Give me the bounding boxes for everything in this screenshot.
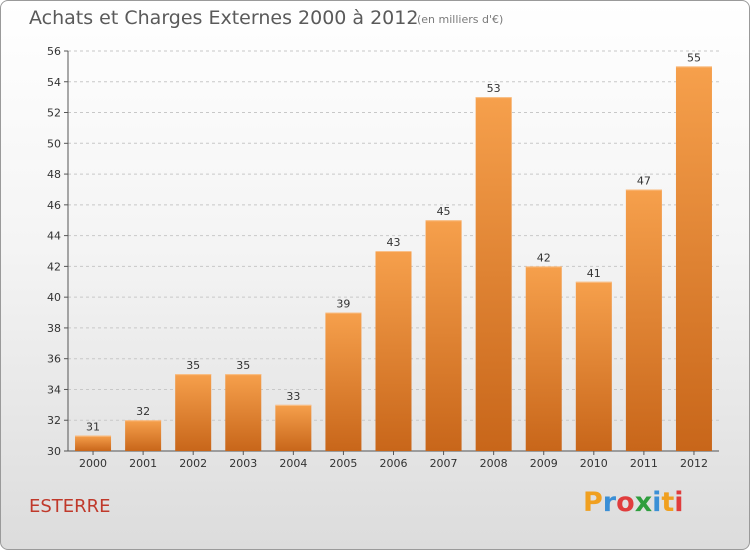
logo-letter: r — [602, 487, 617, 518]
x-tick-label: 2011 — [630, 457, 658, 470]
data-label: 43 — [387, 236, 401, 249]
data-label: 39 — [336, 298, 350, 311]
logo-letter: x — [634, 487, 653, 518]
x-tick-label: 2001 — [129, 457, 157, 470]
y-tick-label: 52 — [47, 107, 61, 120]
data-label: 32 — [136, 405, 150, 418]
bar — [75, 435, 112, 451]
data-label: 47 — [637, 174, 651, 187]
y-tick-label: 44 — [47, 230, 61, 243]
logo-letter: o — [616, 487, 635, 518]
bar — [525, 266, 562, 451]
y-tick-label: 56 — [47, 45, 61, 58]
bar — [575, 281, 612, 451]
logo-letter: P — [583, 487, 603, 518]
bar — [675, 66, 712, 451]
x-tick-label: 2009 — [530, 457, 558, 470]
bar — [375, 251, 412, 451]
data-label: 41 — [587, 267, 601, 280]
x-tick-label: 2007 — [430, 457, 458, 470]
x-tick-label: 2012 — [680, 457, 708, 470]
data-label: 45 — [437, 205, 451, 218]
labels: 31 2000 32 2001 35 2002 35 2003 33 2004 39 2005 43 20… — [79, 51, 708, 470]
y-tick-label: 46 — [47, 199, 61, 212]
y-tick-label: 32 — [47, 414, 61, 427]
y-tick-label: 54 — [47, 76, 61, 89]
logo-letter: i — [674, 487, 684, 518]
chart-unit: (en milliers d'€) — [417, 13, 504, 26]
bars — [75, 66, 712, 452]
y-tick-label: 30 — [47, 445, 61, 458]
chart-title: Achats et Charges Externes 2000 à 2012 — [29, 7, 419, 29]
logo-letter: t — [661, 487, 675, 518]
data-label: 53 — [487, 82, 501, 95]
y-tick-label: 42 — [47, 260, 61, 273]
commune-name: ESTERRE — [29, 496, 111, 517]
y-tick-label: 38 — [47, 322, 61, 335]
proxiti-logo: Proxiti — [583, 487, 684, 518]
x-tick-label: 2003 — [229, 457, 257, 470]
y-tick-label: 50 — [47, 137, 61, 150]
bar — [475, 97, 512, 452]
x-tick-label: 2004 — [279, 457, 307, 470]
bar — [225, 374, 262, 451]
data-label: 55 — [687, 51, 701, 64]
data-label: 35 — [186, 359, 200, 372]
x-tick-label: 2010 — [580, 457, 608, 470]
bar — [175, 374, 212, 451]
data-label: 35 — [236, 359, 250, 372]
y-tick-label: 48 — [47, 168, 61, 181]
x-tick-label: 2008 — [480, 457, 508, 470]
x-tick-label: 2006 — [380, 457, 408, 470]
bar — [125, 420, 162, 451]
logo-letter: i — [652, 487, 662, 518]
x-tick-label: 2005 — [329, 457, 357, 470]
data-label: 42 — [537, 251, 551, 264]
bar — [275, 404, 312, 451]
y-tick-label: 36 — [47, 353, 61, 366]
bar — [325, 312, 362, 451]
data-label: 31 — [86, 421, 100, 434]
data-label: 33 — [286, 390, 300, 403]
bar — [425, 220, 462, 451]
bar — [625, 189, 662, 451]
x-tick-label: 2000 — [79, 457, 107, 470]
x-tick-label: 2002 — [179, 457, 207, 470]
y-tick-label: 40 — [47, 291, 61, 304]
y-tick-label: 34 — [47, 383, 61, 396]
